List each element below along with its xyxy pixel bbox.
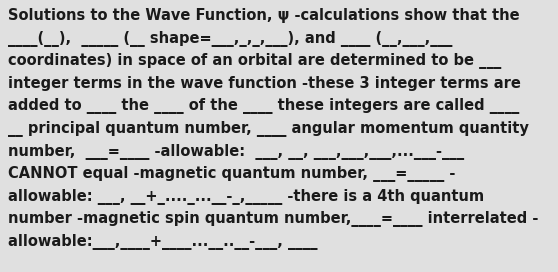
Text: CANNOT equal -magnetic quantum number, ___=_____ -: CANNOT equal -magnetic quantum number, _…: [8, 166, 456, 182]
Text: number -magnetic spin quantum number,____=____ interrelated -: number -magnetic spin quantum number,___…: [8, 211, 538, 227]
Text: integer terms in the wave function -these 3 integer terms are: integer terms in the wave function -thes…: [8, 76, 521, 91]
Text: number,  ___=____ -allowable:  ___, __, ___,___,___,...___-___: number, ___=____ -allowable: ___, __, __…: [8, 144, 464, 160]
Text: allowable:___,____+____...__..__-___, ____: allowable:___,____+____...__..__-___, __…: [8, 234, 318, 250]
Text: __ principal quantum number, ____ angular momentum quantity: __ principal quantum number, ____ angula…: [8, 121, 529, 137]
Text: ____(__),  _____ (__ shape=___,_,_,___), and ____ (__,___,___: ____(__), _____ (__ shape=___,_,_,___), …: [8, 31, 453, 47]
Text: coordinates) in space of an orbital are determined to be ___: coordinates) in space of an orbital are …: [8, 53, 502, 69]
Text: added to ____ the ____ of the ____ these integers are called ____: added to ____ the ____ of the ____ these…: [8, 98, 519, 115]
Text: Solutions to the Wave Function, ψ -calculations show that the: Solutions to the Wave Function, ψ -calcu…: [8, 8, 520, 23]
Text: allowable: ___, __+_...._...__-_,_____ -there is a 4th quantum: allowable: ___, __+_...._...__-_,_____ -…: [8, 189, 484, 205]
